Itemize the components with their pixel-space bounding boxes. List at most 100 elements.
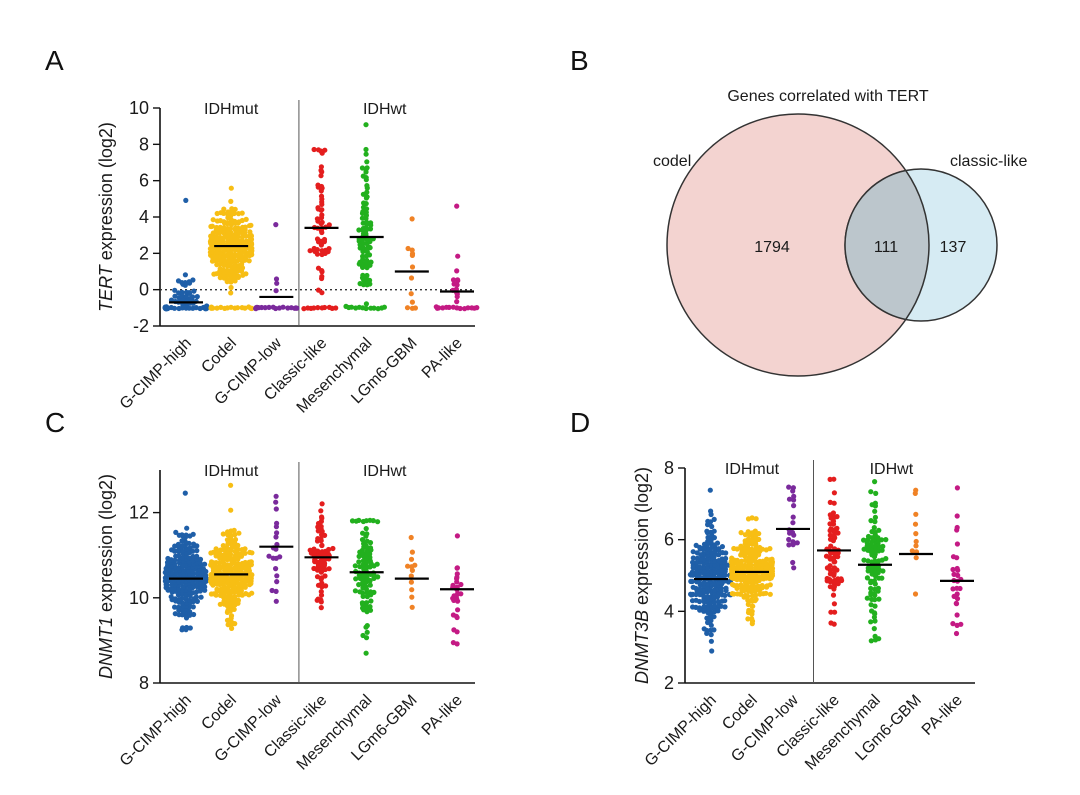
data-point [247,229,253,235]
data-point [214,586,220,592]
data-point [363,151,369,157]
data-point [217,592,223,599]
data-point [408,579,414,585]
data-point [711,627,717,633]
group-label-idhwt: IDHwt [363,463,407,480]
data-point [767,582,773,588]
data-point [954,565,960,572]
data-point [208,305,214,311]
data-point [228,290,234,296]
data-point [231,527,237,534]
data-point [769,556,775,562]
data-point [218,547,224,553]
data-point [248,233,254,239]
data-point [172,611,178,617]
data-point [273,534,279,540]
panel-letter-c: C [45,407,65,438]
data-point [786,484,792,490]
data-point [217,601,223,607]
data-point [232,594,238,600]
data-point [193,594,199,600]
data-point [722,592,728,599]
data-point [228,546,234,552]
data-point [455,253,461,259]
data-point [183,197,189,203]
data-point [690,559,696,566]
data-point [235,561,241,567]
data-point [326,546,332,553]
data-point [375,519,381,525]
data-point [364,629,370,635]
category-label: Codel [198,692,240,734]
data-point [450,304,456,310]
y-tick-label: 8 [139,673,149,693]
data-point [688,591,694,597]
data-point [827,476,833,482]
data-point [757,544,763,551]
data-point [168,594,174,600]
data-point [409,247,415,253]
y-axis-label-unit: expression (log2) [96,122,116,265]
data-point [191,541,197,547]
data-point [239,210,245,216]
data-point [912,521,919,527]
data-point [752,528,758,534]
data-point [280,304,286,310]
data-point [954,513,960,519]
data-point [360,518,366,525]
data-point [273,566,279,572]
data-point [364,272,370,279]
data-point [235,225,241,231]
data-point [865,533,872,540]
data-point [697,564,703,570]
data-point [213,546,219,552]
data-point [723,585,729,591]
data-point [364,189,370,195]
data-point [913,511,919,517]
data-point [868,619,874,625]
y-axis-label: DNMT1 expression (log2) [96,474,116,679]
data-point [208,572,214,578]
data-point [217,224,223,230]
data-point [408,275,415,281]
data-point [835,530,841,536]
data-point [405,245,411,252]
data-point [711,603,718,609]
data-point [455,607,461,613]
data-point [243,216,249,222]
data-point [872,633,878,640]
group-label-idhmut: IDHmut [204,101,259,118]
series-pa-like [950,485,964,637]
data-point [194,598,200,605]
data-point [242,559,248,566]
data-point [872,508,878,514]
y-axis-label-gene: DNMT1 [96,617,116,679]
y-tick-label: -2 [133,316,149,336]
data-point [953,600,959,607]
data-point [315,287,322,293]
data-point [238,551,244,557]
data-point [231,257,237,263]
data-point [352,588,358,594]
data-point [786,542,792,548]
data-point [704,528,710,534]
data-point [228,566,234,572]
data-point [745,516,752,522]
data-point [409,549,415,555]
data-point [883,556,889,562]
venn-overlap-region [844,169,930,321]
data-point [248,559,254,565]
data-point [950,621,956,627]
series-classic-like [301,146,339,312]
data-point [872,514,879,521]
data-point [232,536,239,543]
data-point [880,568,886,574]
data-point [270,304,276,310]
data-point [831,565,838,571]
data-point [198,594,204,600]
group-label-idhmut: IDHmut [204,463,259,480]
data-point [913,543,919,549]
series-g-cimp-low [253,222,300,312]
series-classic-like [823,476,845,627]
